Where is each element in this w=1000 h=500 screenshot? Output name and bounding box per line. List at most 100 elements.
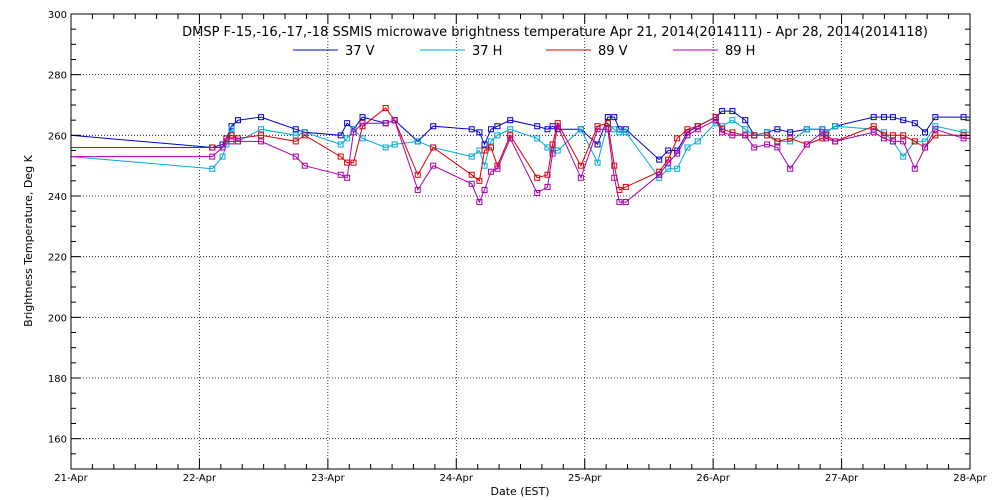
data-point-marker [889, 114, 896, 121]
series-89-h [71, 117, 970, 206]
data-point-marker [611, 174, 618, 181]
data-point-marker [414, 138, 421, 145]
data-point-marker [729, 132, 736, 139]
data-point-marker [960, 135, 967, 142]
data-point-marker [534, 123, 541, 130]
data-point-marker [932, 126, 939, 133]
data-point-marker [719, 108, 726, 115]
data-point-marker [889, 138, 896, 145]
x-tick-label: 21-Apr [54, 473, 88, 484]
data-point-marker [577, 174, 584, 181]
data-point-marker [344, 135, 351, 142]
data-point-marker [549, 141, 556, 148]
data-point-marker [337, 171, 344, 178]
data-point-marker [604, 120, 611, 127]
y-tick-label: 280 [48, 71, 67, 82]
data-point-marker [219, 153, 226, 160]
data-point-marker [832, 123, 839, 130]
data-point-marker [337, 132, 344, 139]
data-point-marker [751, 144, 758, 151]
data-point-marker [344, 174, 351, 181]
data-point-marker [922, 129, 929, 136]
data-point-marker [481, 147, 488, 154]
data-point-marker [616, 129, 623, 136]
data-point-marker [549, 150, 556, 157]
x-tick-label: 27-Apr [825, 473, 859, 484]
data-point-marker [622, 126, 629, 133]
data-point-marker [870, 123, 877, 130]
data-point-marker [507, 126, 514, 133]
data-point-marker [577, 126, 584, 133]
data-point-marker [611, 126, 618, 133]
legend-label: 37 V [345, 44, 375, 59]
data-point-marker [487, 126, 494, 133]
data-point-marker [382, 105, 389, 112]
data-point-marker [228, 126, 235, 133]
data-point-marker [712, 117, 719, 124]
data-point-marker [209, 144, 216, 151]
data-point-marker [870, 129, 877, 136]
data-point-marker [622, 183, 629, 190]
data-point-marker [764, 132, 771, 139]
data-point-marker [742, 132, 749, 139]
y-tick-label: 160 [48, 435, 67, 446]
data-point-marker [468, 180, 475, 187]
data-point-marker [932, 132, 939, 139]
y-tick-label: 240 [48, 192, 67, 203]
data-point-marker [684, 144, 691, 151]
data-point-marker [487, 138, 494, 145]
data-point-marker [258, 126, 265, 133]
data-point-marker [534, 189, 541, 196]
data-point-marker [803, 126, 810, 133]
data-point-marker [430, 123, 437, 130]
data-point-marker [219, 144, 226, 151]
data-point-marker [900, 132, 907, 139]
data-point-marker [729, 108, 736, 115]
data-point-marker [819, 129, 826, 136]
data-point-marker [900, 117, 907, 124]
legend-label: 89 H [725, 44, 755, 59]
data-point-marker [534, 174, 541, 181]
data-point-marker [476, 199, 483, 206]
data-point-marker [911, 165, 918, 172]
data-point-marker [468, 126, 475, 133]
y-tick-label: 200 [48, 313, 67, 324]
x-tick-label: 24-Apr [440, 473, 474, 484]
data-point-marker [622, 129, 629, 136]
data-point-marker [787, 165, 794, 172]
data-point-marker [719, 129, 726, 136]
y-tick-label: 180 [48, 374, 67, 385]
data-point-marker [494, 132, 501, 139]
data-point-marker [487, 168, 494, 175]
data-point-marker [880, 135, 887, 142]
y-tick-label: 220 [48, 253, 67, 264]
data-point-marker [209, 165, 216, 172]
legend-label: 89 V [598, 44, 628, 59]
data-point-marker [301, 132, 308, 139]
data-point-marker [468, 153, 475, 160]
data-point-marker [382, 144, 389, 151]
data-point-marker [228, 132, 235, 139]
x-tick-label: 26-Apr [696, 473, 730, 484]
data-point-marker [228, 138, 235, 145]
data-point-marker [900, 153, 907, 160]
data-point-marker [292, 132, 299, 139]
data-point-marker [234, 138, 241, 145]
data-point-marker [476, 177, 483, 184]
data-point-marker [787, 129, 794, 136]
data-point-marker [350, 159, 357, 166]
data-point-marker [430, 144, 437, 151]
data-point-marker [764, 141, 771, 148]
data-point-marker [674, 135, 681, 142]
x-axis-title: Date (EST) [490, 485, 549, 498]
data-point-marker [534, 135, 541, 142]
data-point-marker [577, 162, 584, 169]
data-point-marker [481, 141, 488, 148]
data-point-marker [880, 114, 887, 121]
data-point-marker [494, 123, 501, 130]
data-point-marker [889, 132, 896, 139]
data-point-marker [258, 132, 265, 139]
data-point-marker [258, 138, 265, 145]
data-point-marker [604, 126, 611, 133]
